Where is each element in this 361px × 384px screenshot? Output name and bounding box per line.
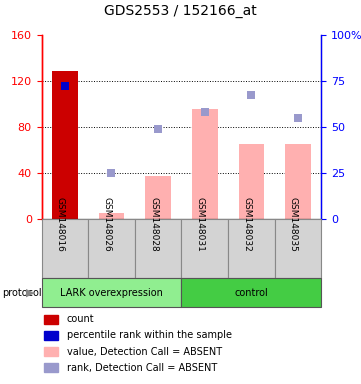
Text: GSM148016: GSM148016 (56, 197, 65, 252)
Bar (52, 71, 78, 219)
Bar (192, 109, 218, 219)
Text: rank, Detection Call = ABSENT: rank, Detection Call = ABSENT (67, 362, 217, 373)
Bar (44, 363, 58, 372)
Bar (182, 278, 321, 307)
Bar (44, 331, 58, 340)
Bar (285, 144, 311, 219)
Bar (44, 347, 58, 356)
Text: percentile rank within the sample: percentile rank within the sample (67, 330, 232, 341)
Text: GSM148026: GSM148026 (103, 197, 112, 252)
Bar (145, 176, 171, 219)
Bar (135, 219, 182, 278)
Text: GSM148028: GSM148028 (149, 197, 158, 252)
Text: LARK overexpression: LARK overexpression (60, 288, 163, 298)
Text: GSM148032: GSM148032 (242, 197, 251, 252)
Bar (44, 314, 58, 324)
Bar (182, 219, 228, 278)
Bar (239, 144, 264, 219)
Text: GSM148031: GSM148031 (196, 197, 205, 252)
Text: GSM148035: GSM148035 (289, 197, 298, 252)
Bar (42, 278, 182, 307)
Text: control: control (235, 288, 268, 298)
Bar (275, 219, 321, 278)
Text: value, Detection Call = ABSENT: value, Detection Call = ABSENT (67, 346, 222, 357)
Bar (88, 219, 135, 278)
Bar (228, 219, 275, 278)
Text: protocol: protocol (2, 288, 42, 298)
Text: GDS2553 / 152166_at: GDS2553 / 152166_at (104, 4, 257, 18)
Text: count: count (67, 314, 94, 324)
Bar (42, 219, 88, 278)
Bar (99, 213, 124, 219)
Text: ▶: ▶ (26, 288, 34, 298)
